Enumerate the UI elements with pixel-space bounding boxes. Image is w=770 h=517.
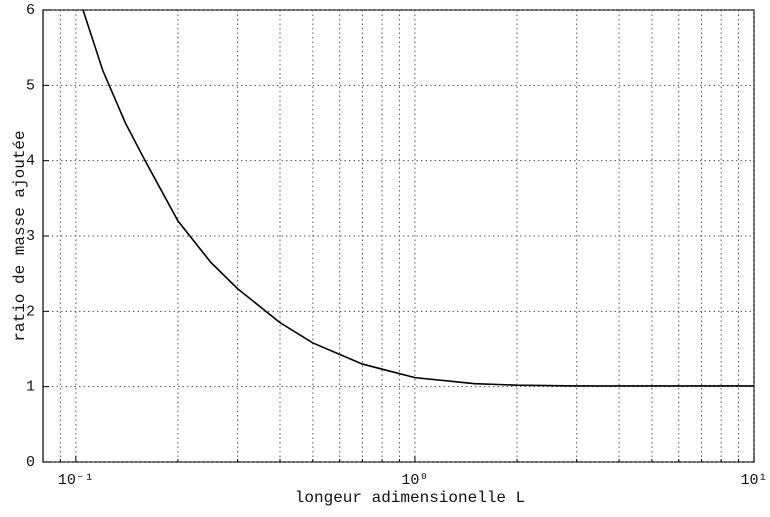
x-tick-label: 10⁰ [401, 472, 428, 489]
data-line [82, 9, 754, 387]
x-tick-label: 10¹ [740, 472, 767, 489]
x-tick-label: 10⁻¹ [58, 472, 94, 489]
y-tick-label: 4 [26, 153, 35, 170]
y-tick-label: 5 [26, 77, 35, 94]
y-tick-label: 3 [26, 228, 35, 245]
y-axis-label: ratio de masse ajoutée [11, 130, 29, 341]
y-tick-label: 1 [26, 379, 35, 396]
y-tick-label: 0 [26, 454, 35, 471]
y-tick-label: 6 [26, 2, 35, 19]
x-axis-label: longeur adimensionelle L [295, 489, 525, 507]
y-tick-label: 2 [26, 303, 35, 320]
